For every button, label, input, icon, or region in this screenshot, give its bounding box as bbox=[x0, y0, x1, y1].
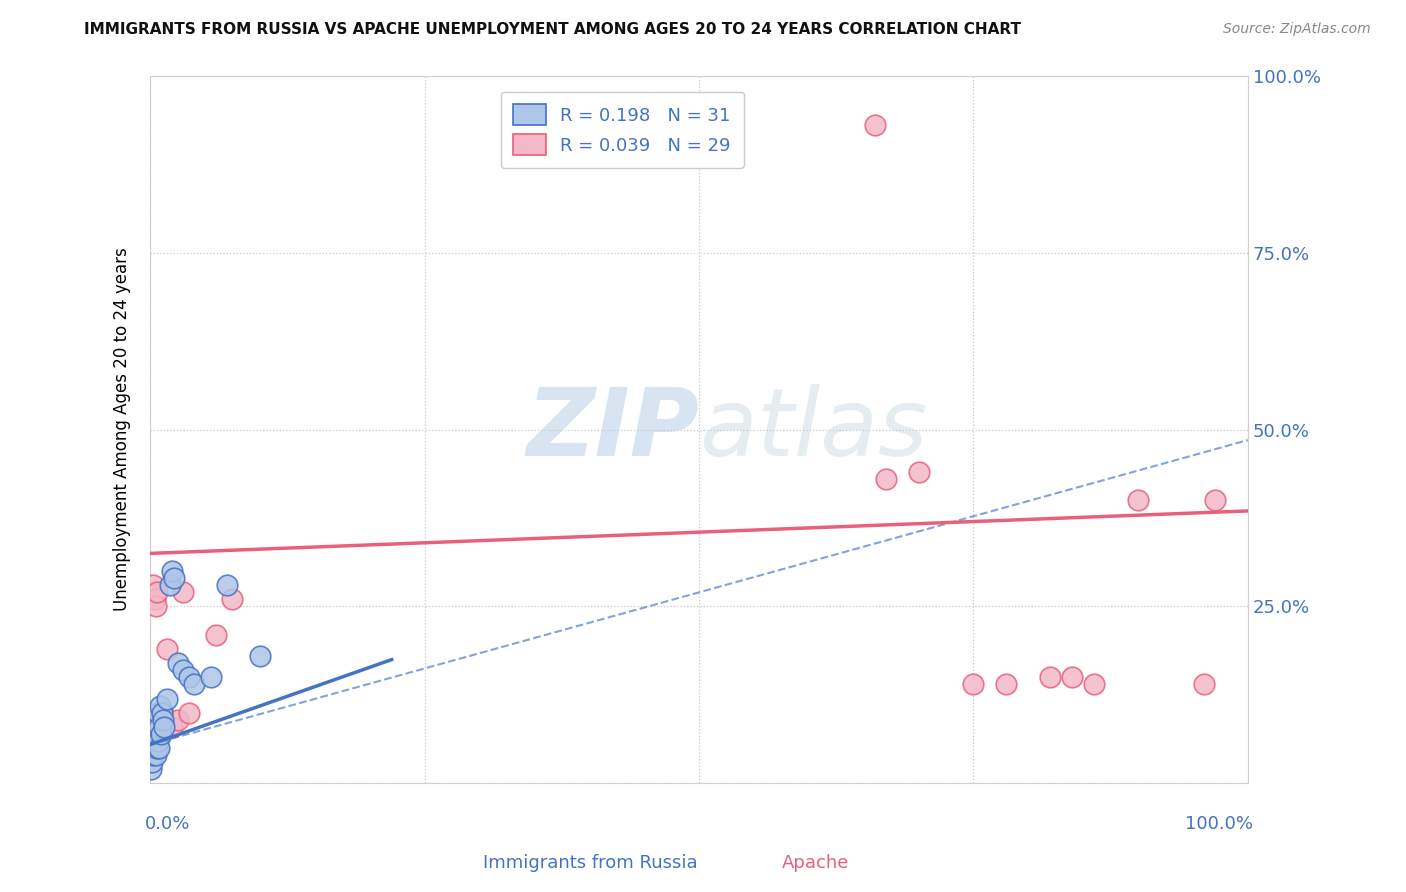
Point bbox=[962, 677, 984, 691]
Point bbox=[150, 727, 173, 741]
Point bbox=[145, 748, 167, 763]
Point bbox=[141, 734, 163, 748]
Point bbox=[141, 762, 163, 776]
Point bbox=[145, 599, 167, 614]
Point bbox=[149, 713, 172, 727]
Point bbox=[205, 628, 228, 642]
Point bbox=[1192, 677, 1215, 691]
Point bbox=[146, 706, 169, 720]
Text: Apache: Apache bbox=[782, 855, 849, 872]
Point bbox=[146, 727, 169, 741]
Point bbox=[156, 691, 179, 706]
Point bbox=[143, 727, 166, 741]
Legend: R = 0.198   N = 31, R = 0.039   N = 29: R = 0.198 N = 31, R = 0.039 N = 29 bbox=[501, 92, 744, 168]
Text: atlas: atlas bbox=[699, 384, 927, 475]
Point bbox=[142, 748, 165, 763]
Point bbox=[907, 465, 929, 479]
Point bbox=[1062, 670, 1084, 684]
Point bbox=[150, 727, 173, 741]
Text: 0.0%: 0.0% bbox=[145, 815, 190, 833]
Point bbox=[177, 670, 200, 684]
Point bbox=[1126, 493, 1149, 508]
Point bbox=[160, 564, 183, 578]
Point bbox=[152, 706, 174, 720]
Point bbox=[200, 670, 222, 684]
Point bbox=[143, 741, 166, 756]
Point bbox=[153, 720, 176, 734]
Point bbox=[875, 472, 897, 486]
Point bbox=[141, 741, 163, 756]
Point bbox=[183, 677, 205, 691]
Point bbox=[141, 727, 163, 741]
Point bbox=[156, 642, 179, 657]
Point bbox=[152, 713, 174, 727]
Point bbox=[142, 578, 165, 592]
Point bbox=[249, 648, 271, 663]
Text: Immigrants from Russia: Immigrants from Russia bbox=[484, 855, 697, 872]
Point bbox=[148, 720, 170, 734]
Point bbox=[1039, 670, 1062, 684]
Point bbox=[141, 756, 163, 770]
Point bbox=[221, 592, 243, 607]
Point bbox=[166, 656, 188, 670]
Point bbox=[160, 720, 183, 734]
Point bbox=[149, 698, 172, 713]
Point bbox=[1083, 677, 1105, 691]
Point bbox=[1204, 493, 1226, 508]
Point bbox=[148, 741, 170, 756]
Point bbox=[145, 720, 167, 734]
Point bbox=[150, 706, 173, 720]
Point bbox=[146, 734, 169, 748]
Y-axis label: Unemployment Among Ages 20 to 24 years: Unemployment Among Ages 20 to 24 years bbox=[114, 248, 131, 611]
Point bbox=[142, 734, 165, 748]
Point bbox=[163, 571, 186, 585]
Point bbox=[166, 713, 188, 727]
Point bbox=[159, 578, 181, 592]
Text: ZIP: ZIP bbox=[526, 384, 699, 475]
Point bbox=[148, 720, 170, 734]
Point bbox=[172, 585, 194, 599]
Point bbox=[995, 677, 1018, 691]
Point bbox=[145, 741, 167, 756]
Point bbox=[215, 578, 238, 592]
Text: IMMIGRANTS FROM RUSSIA VS APACHE UNEMPLOYMENT AMONG AGES 20 TO 24 YEARS CORRELAT: IMMIGRANTS FROM RUSSIA VS APACHE UNEMPLO… bbox=[84, 22, 1021, 37]
Point bbox=[172, 663, 194, 677]
Text: Source: ZipAtlas.com: Source: ZipAtlas.com bbox=[1223, 22, 1371, 37]
Point bbox=[177, 706, 200, 720]
Point bbox=[145, 713, 167, 727]
Text: 100.0%: 100.0% bbox=[1185, 815, 1253, 833]
Point bbox=[863, 118, 886, 132]
Point bbox=[143, 592, 166, 607]
Point bbox=[145, 585, 167, 599]
